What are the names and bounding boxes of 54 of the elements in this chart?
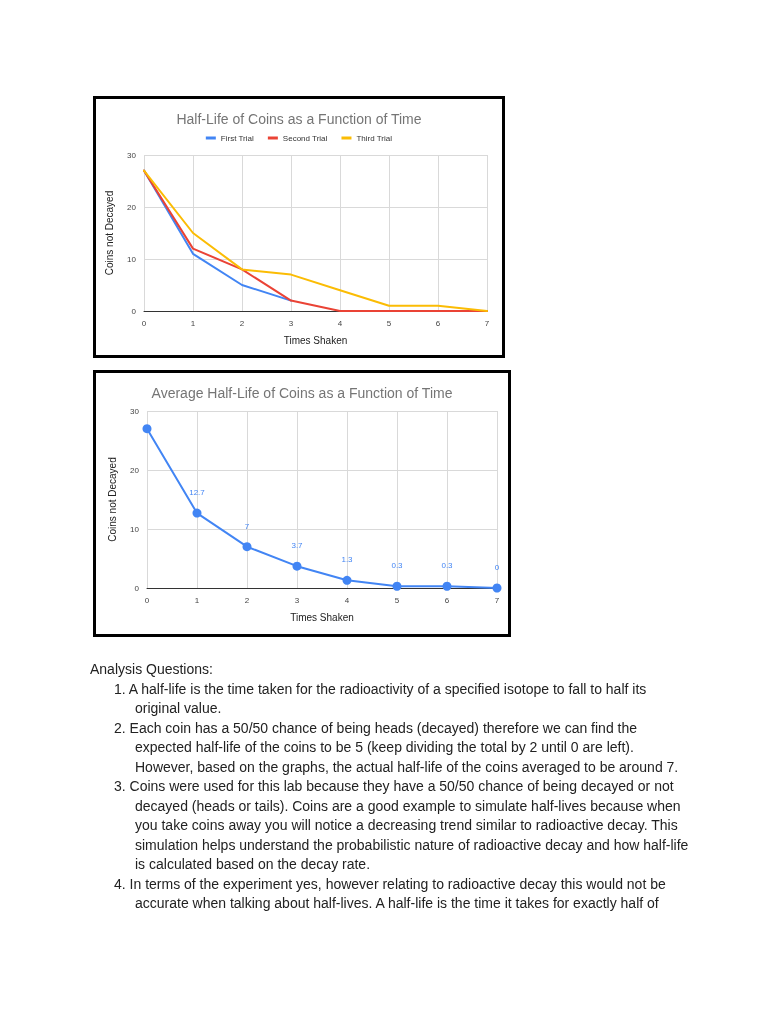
data-label: 3.7	[291, 541, 304, 551]
text: 3. Coins were used for this lab because they have a 50/50 chance of being decayed or not decayed (heads or tails). Coins are a good example to simulate half-lives because when you take coins away you will notice a decreasing trend similar to radioactive decay. This simulation helps understand the probabilistic nature of radioactive decay and how half-life is calculated based on the decay rate.	[113, 777, 690, 874]
x-tick-label: 4	[337, 318, 343, 328]
legend-label: First Trial	[220, 133, 254, 143]
y-tick-label: 30	[127, 150, 137, 160]
legend-label: Second Trial	[282, 133, 328, 143]
y-tick-label: 0	[131, 306, 137, 316]
y-tick-label: 20	[127, 202, 137, 212]
data-label: 0.3	[391, 561, 404, 571]
point	[392, 581, 402, 591]
point	[492, 583, 502, 593]
x-axis-title: Times Shaken	[290, 611, 354, 623]
x-tick-label: 1	[190, 318, 196, 328]
data-label: 7	[244, 521, 250, 531]
y-axis-title: Coins not Decayed	[106, 457, 118, 542]
data-label: 1.3	[341, 555, 354, 565]
x-tick-label: 6	[435, 318, 441, 328]
x-tick-label: 5	[386, 318, 392, 328]
x-tick-label: 5	[394, 595, 400, 605]
text: 2. Each coin has a 50/50 chance of being heads (decayed) therefore we can find the expected half-life of the coins to be 5 (keep dividing the total by 2 until 0 are left). However, based on the graphs, the actual half-life of the coins averaged to be around 7.	[113, 718, 680, 777]
legend-label: Third Trial	[356, 133, 393, 143]
data-label: 12.7	[189, 488, 206, 498]
x-tick-label: 1	[194, 595, 200, 605]
y-tick-label: 10	[127, 254, 137, 264]
point	[192, 508, 202, 518]
x-axis-title: Times Shaken	[283, 334, 348, 346]
line-series	[143, 169, 488, 312]
x-tick-label: 7	[494, 595, 500, 605]
x-tick-label: 7	[484, 318, 490, 328]
data-label: 0.3	[441, 561, 454, 571]
point	[242, 542, 252, 552]
point	[342, 575, 352, 585]
y-tick-label: 20	[130, 465, 140, 475]
y-tick-label: 30	[130, 406, 140, 416]
text: 1. A half-life is the time taken for the radioactivity of a specified isotope to fall to half its original value.	[113, 679, 648, 718]
x-tick-label: 0	[144, 595, 150, 605]
point	[142, 424, 152, 434]
point	[442, 581, 452, 591]
y-axis-title: Coins not Decayed	[103, 190, 115, 276]
y-tick-label: 10	[130, 524, 140, 534]
x-tick-label: 4	[344, 595, 350, 605]
y-tick-label: 0	[134, 583, 140, 593]
chart-title: Half-Life of Coins as a Function of Time	[176, 111, 422, 127]
data-label: 0	[494, 563, 500, 572]
x-tick-label: 2	[239, 318, 245, 328]
point	[292, 561, 302, 571]
text: 4. In terms of the experiment yes, however relating to radioactive decay this would not be accurate when talking about half-lives. A half-life is the time it takes for exactly half of	[113, 874, 667, 913]
x-tick-label: 2	[244, 595, 250, 605]
x-tick-label: 6	[444, 595, 450, 605]
text: Analysis Questions:	[90, 660, 214, 679]
x-tick-label: 3	[288, 318, 294, 328]
x-tick-label: 0	[141, 318, 147, 328]
chart-title: Average Half-Life of Coins as a Function of Time	[151, 385, 453, 401]
x-tick-label: 3	[294, 595, 300, 605]
